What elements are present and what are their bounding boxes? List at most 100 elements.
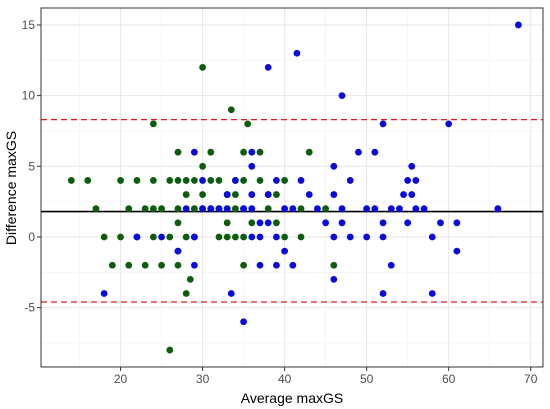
data-point xyxy=(141,205,149,213)
data-point xyxy=(232,191,239,198)
data-point xyxy=(330,162,338,170)
data-point xyxy=(256,261,264,269)
data-point xyxy=(227,106,235,114)
data-point xyxy=(289,261,297,269)
data-point xyxy=(215,177,223,184)
data-point xyxy=(207,177,215,184)
data-point xyxy=(174,205,182,213)
data-point xyxy=(437,219,444,227)
data-point xyxy=(199,162,206,170)
data-point xyxy=(408,162,416,170)
data-point xyxy=(100,233,108,241)
data-point xyxy=(273,191,280,198)
data-point xyxy=(338,92,346,100)
data-point xyxy=(264,205,272,213)
data-point xyxy=(281,247,289,255)
data-point xyxy=(166,346,174,354)
data-point xyxy=(379,120,387,128)
data-point xyxy=(330,275,338,283)
y-tick-label: 15 xyxy=(22,18,36,32)
data-point xyxy=(248,233,256,241)
data-point xyxy=(227,290,235,297)
data-point xyxy=(314,205,321,213)
data-point xyxy=(248,205,256,213)
y-tick-label: -5 xyxy=(24,301,35,315)
data-point xyxy=(412,205,420,213)
data-point xyxy=(281,205,289,213)
data-point xyxy=(92,205,100,213)
data-point xyxy=(273,219,280,227)
data-point xyxy=(371,148,379,156)
data-point xyxy=(199,205,206,213)
data-point xyxy=(133,233,141,241)
data-point xyxy=(223,205,231,213)
data-point xyxy=(182,233,190,241)
data-point xyxy=(223,233,231,241)
data-point xyxy=(207,148,215,156)
data-point xyxy=(264,191,272,198)
data-point xyxy=(322,205,330,213)
data-point xyxy=(207,205,215,213)
data-point xyxy=(174,219,182,227)
data-point xyxy=(371,205,379,213)
data-point xyxy=(149,120,157,128)
series-2 xyxy=(100,21,522,326)
data-point xyxy=(108,261,116,269)
data-point xyxy=(453,219,461,227)
data-point xyxy=(100,290,108,297)
data-point xyxy=(428,233,436,241)
data-point xyxy=(240,205,248,213)
data-point xyxy=(338,219,346,227)
data-point xyxy=(273,261,280,269)
data-point xyxy=(412,177,420,184)
data-point xyxy=(174,261,182,269)
data-point xyxy=(166,177,174,184)
data-point xyxy=(404,219,412,227)
x-tick-label: 20 xyxy=(114,372,128,386)
data-point xyxy=(256,219,264,227)
data-point xyxy=(420,205,428,213)
data-point xyxy=(396,205,403,213)
data-point xyxy=(363,233,371,241)
data-point xyxy=(330,261,338,269)
data-point xyxy=(149,177,157,184)
data-point xyxy=(199,63,206,71)
data-point xyxy=(232,233,239,241)
data-point xyxy=(387,261,395,269)
data-point xyxy=(293,49,301,57)
data-point xyxy=(494,205,502,213)
data-point xyxy=(297,177,305,184)
data-point xyxy=(428,290,436,297)
data-point xyxy=(379,233,387,241)
data-point xyxy=(387,205,395,213)
data-point xyxy=(174,247,182,255)
data-point xyxy=(149,233,157,241)
y-axis-ticks: -5 0 5 10 15 xyxy=(22,18,41,315)
data-point xyxy=(240,318,248,326)
data-point xyxy=(190,177,198,184)
data-point xyxy=(182,290,190,297)
data-point xyxy=(273,233,280,241)
data-point xyxy=(248,219,256,227)
data-point xyxy=(133,177,141,184)
x-tick-label: 40 xyxy=(278,372,292,386)
data-point xyxy=(149,205,157,213)
data-point xyxy=(248,191,256,198)
data-point xyxy=(182,177,190,184)
data-point xyxy=(199,177,206,184)
data-point xyxy=(190,148,198,156)
data-point xyxy=(240,148,248,156)
data-point xyxy=(186,275,194,283)
data-point xyxy=(190,261,198,269)
data-point xyxy=(379,219,387,227)
data-point xyxy=(232,177,239,184)
data-point xyxy=(305,191,313,198)
data-point xyxy=(232,205,239,213)
data-point xyxy=(273,177,280,184)
data-points xyxy=(67,21,522,354)
data-point xyxy=(84,177,92,184)
data-point xyxy=(190,233,198,241)
data-point xyxy=(338,205,346,213)
